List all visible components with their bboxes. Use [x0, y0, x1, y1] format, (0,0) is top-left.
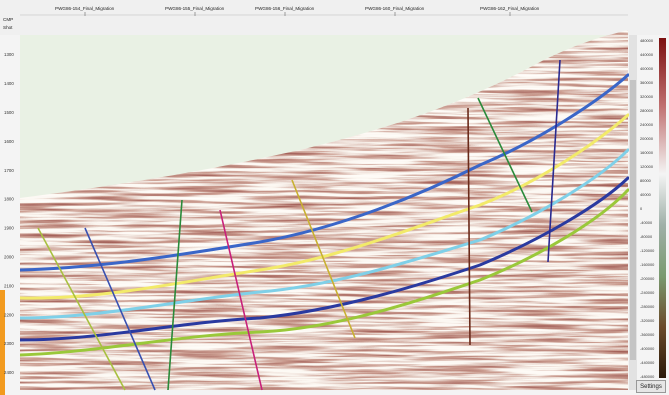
time-label: 2100: [4, 283, 14, 288]
scale-label: 200000: [640, 136, 654, 141]
scale-label: 240000: [640, 122, 654, 127]
time-label: 1300: [4, 52, 14, 57]
scale-label: 120000: [640, 164, 654, 169]
scale-label: 480000: [640, 38, 654, 43]
scale-label: -360000: [640, 332, 655, 337]
scale-label: 440000: [640, 52, 654, 57]
fault: [291, 179, 356, 339]
scale-label: -400000: [640, 346, 655, 351]
side-accent: [0, 290, 5, 395]
scale-label: -40000: [640, 220, 653, 225]
scale-label: -480000: [640, 374, 655, 379]
scale-label: 40000: [640, 192, 652, 197]
scale-label: -440000: [640, 360, 655, 365]
fault: [37, 227, 126, 391]
time-label: 2000: [4, 255, 14, 260]
scale-label: -280000: [640, 304, 655, 309]
horizon: [18, 113, 630, 300]
horizon: [18, 73, 630, 272]
time-label: 2200: [4, 312, 14, 317]
scale-label: 80000: [640, 178, 652, 183]
color-bar: [659, 38, 666, 378]
scale-label: -120000: [640, 248, 655, 253]
line-name: PWG86-156_Final_Migration: [255, 6, 315, 11]
fault: [84, 227, 156, 391]
horizon: [18, 176, 630, 342]
time-label: 2400: [4, 370, 14, 375]
scale-label: 160000: [640, 150, 654, 155]
time-label: 1800: [4, 197, 14, 202]
header-bar: [0, 0, 669, 35]
line-name: PWG86-154_Final_Migration: [55, 6, 115, 11]
fault: [467, 107, 471, 346]
time-label: 1600: [4, 139, 14, 144]
time-label: 1400: [4, 81, 14, 86]
fault: [477, 97, 533, 213]
time-label: 1900: [4, 226, 14, 231]
scale-label: 320000: [640, 94, 654, 99]
fault: [167, 199, 183, 391]
scale-label: -240000: [640, 290, 655, 295]
scale-label: 400000: [640, 66, 654, 71]
scale-label: -320000: [640, 318, 655, 323]
cmp-label: CMP: [3, 17, 13, 22]
shot-label: Shot: [3, 25, 13, 30]
scale-label: 280000: [640, 108, 654, 113]
time-label: 1500: [4, 110, 14, 115]
line-name: PWG86-162_Final_Migration: [480, 6, 540, 11]
scroll-thumb[interactable]: [630, 80, 636, 360]
fault: [547, 59, 561, 263]
line-name: PWG86-160_Final_Migration: [365, 6, 425, 11]
horizons: [18, 73, 630, 357]
fault: [219, 209, 263, 391]
settings-button[interactable]: Settings: [636, 380, 666, 393]
scale-label: 0: [640, 206, 643, 211]
time-label: 2300: [4, 341, 14, 346]
scale-label: -80000: [640, 234, 653, 239]
time-label: 1700: [4, 168, 14, 173]
scale-label: 360000: [640, 80, 654, 85]
faults: [37, 59, 561, 391]
scale-label: -200000: [640, 276, 655, 281]
scale-label: -160000: [640, 262, 655, 267]
horizon: [18, 148, 630, 320]
line-name: PWG86-155_Final_Migration: [165, 6, 225, 11]
